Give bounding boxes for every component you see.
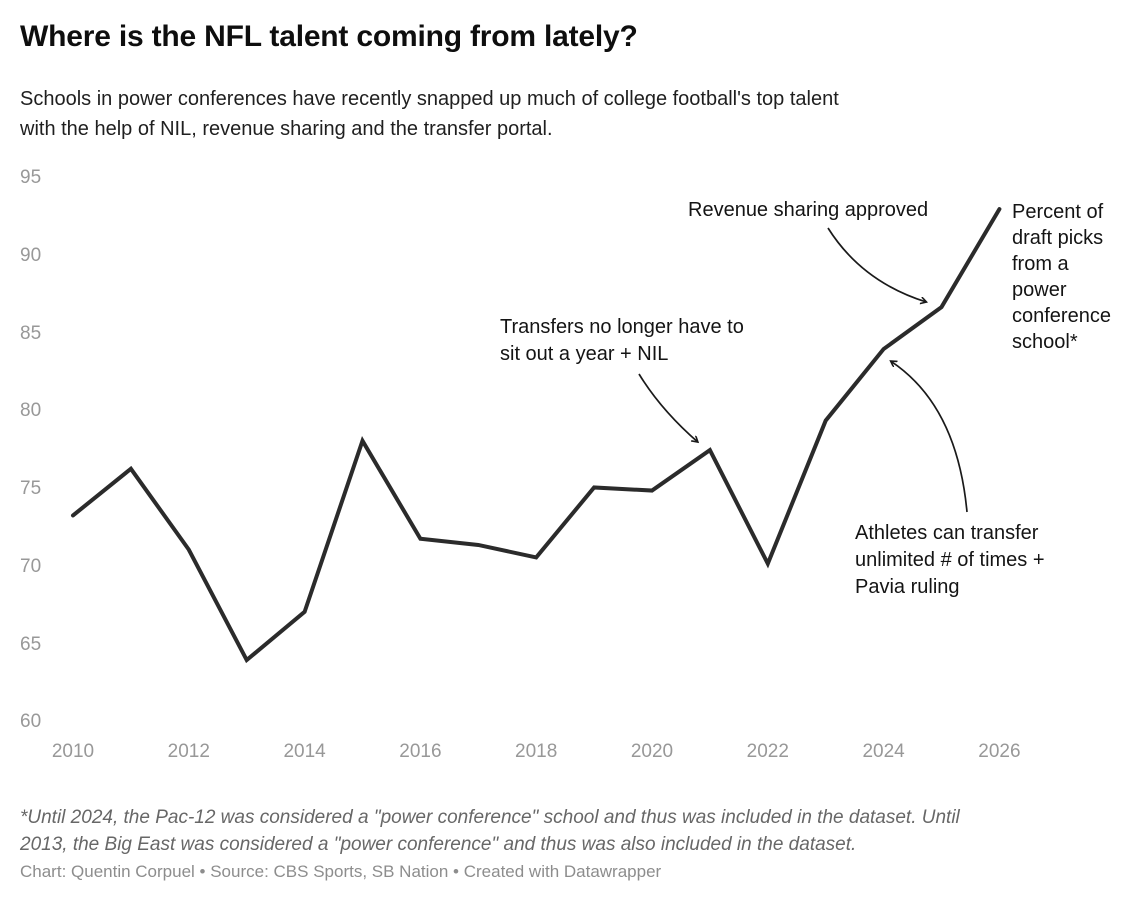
transfers-annotation-arrow-icon <box>638 373 698 442</box>
draft-picks-line <box>71 207 1002 664</box>
y-axis-tick-label: 75 <box>20 478 42 499</box>
y-axis-tick-label: 80 <box>20 400 42 422</box>
page-title: Where is the NFL talent coming from late… <box>20 20 638 53</box>
x-axis-tick-label: 2024 <box>862 741 905 762</box>
revenue-annotation-arrow-icon <box>827 227 927 302</box>
chart-canvas <box>71 207 1002 664</box>
y-axis-tick-label: 60 <box>20 711 42 733</box>
x-axis-tick-label: 2022 <box>746 741 789 762</box>
athletes-annotation-arrow-icon <box>891 361 968 513</box>
y-axis-tick-label: 90 <box>20 244 42 266</box>
annotation-revenue-sharing: Revenue sharing approved <box>688 199 929 221</box>
annotation-transfers: Transfers no longer have to sit out a ye… <box>500 316 744 365</box>
series-label: Percent of draft picks from a power conf… <box>1012 201 1111 353</box>
y-axis-tick-label: 65 <box>20 633 42 655</box>
chart-subtitle: Schools in power conferences have recent… <box>20 88 839 140</box>
x-axis-tick-label: 2014 <box>283 741 326 762</box>
annotation-athletes-transfer: Athletes can transfer unlimited # of tim… <box>855 522 1045 598</box>
x-axis-tick-label: 2016 <box>399 741 442 762</box>
chart-footnote: *Until 2024, the Pac-12 was considered a… <box>20 807 960 855</box>
x-axis-tick-label: 2012 <box>167 741 210 762</box>
x-axis-tick-label: 2026 <box>978 741 1021 762</box>
y-axis-tick-label: 70 <box>20 555 42 577</box>
x-axis-tick-label: 2020 <box>630 741 674 762</box>
x-axis-tick-label: 2018 <box>515 741 558 762</box>
y-axis-tick-label: 95 <box>20 167 42 188</box>
y-axis-tick-label: 85 <box>20 322 42 344</box>
x-axis-tick-label: 2010 <box>51 741 95 762</box>
chart-credit: Chart: Quentin Corpuel • Source: CBS Spo… <box>20 862 662 881</box>
